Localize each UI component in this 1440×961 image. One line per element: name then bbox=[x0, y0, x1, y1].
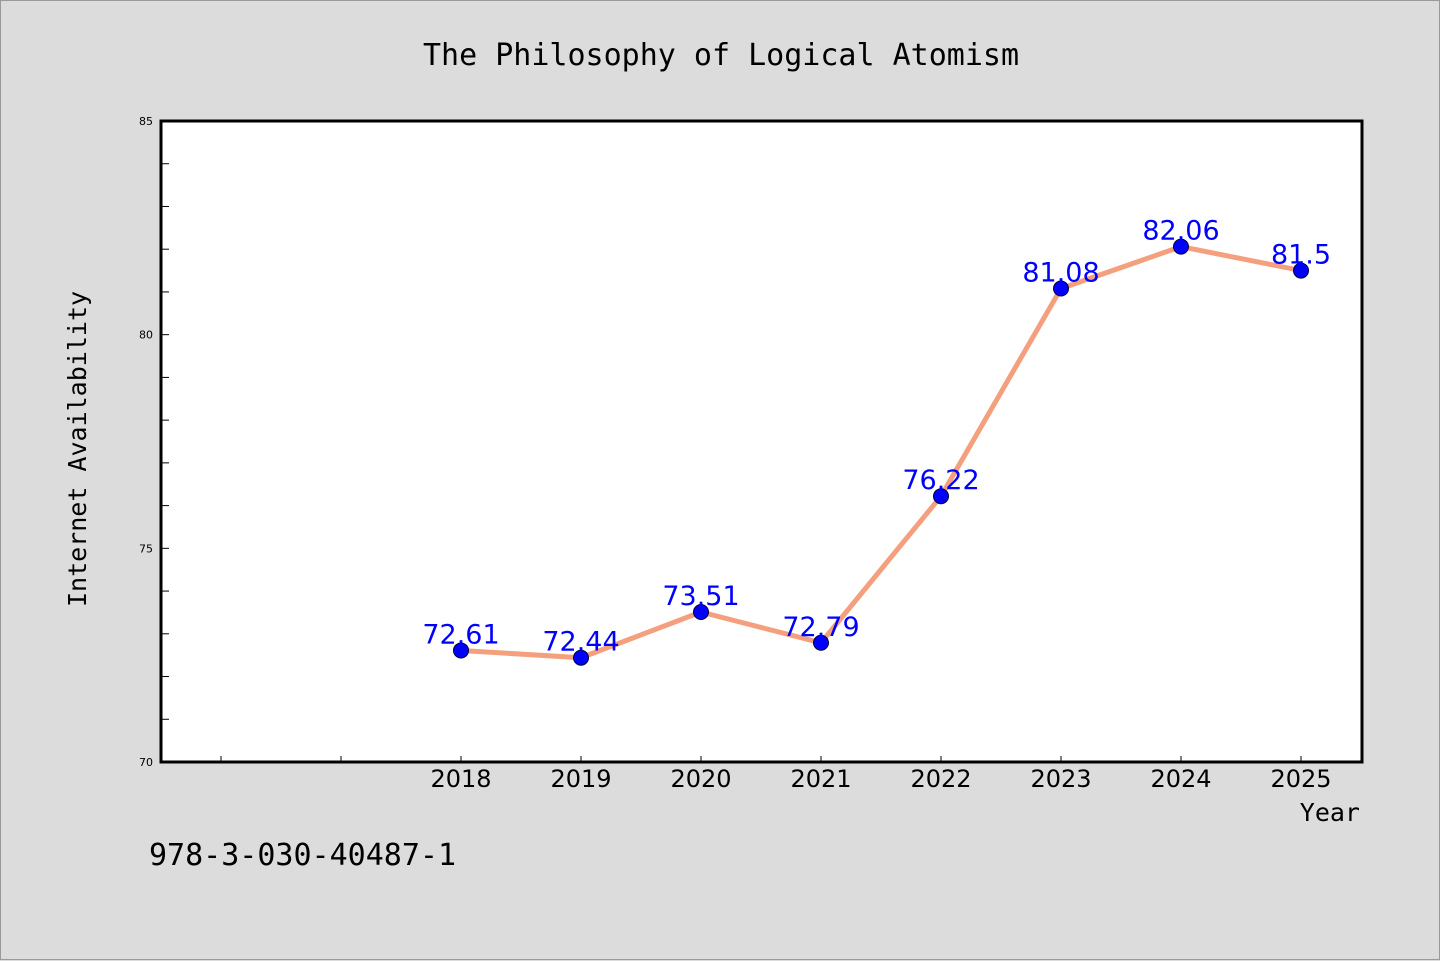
data-labels-group: 72.61 72.44 73.51 72.79 76.22 81.08 82.06 81.5 bbox=[422, 216, 1331, 658]
data-point bbox=[453, 642, 469, 659]
data-label: 72.61 bbox=[422, 619, 499, 650]
data-label: 72.44 bbox=[542, 627, 619, 658]
chart-title: The Philosophy of Logical Atomism bbox=[423, 38, 1019, 73]
y-axis-label: Internet Availability bbox=[63, 291, 92, 607]
data-point bbox=[1293, 262, 1309, 279]
x-tick-label: 2019 bbox=[550, 765, 611, 793]
data-point bbox=[573, 649, 589, 666]
data-point bbox=[1173, 238, 1189, 255]
x-tick-label: 2023 bbox=[1030, 765, 1091, 793]
x-tick-label: 2018 bbox=[430, 765, 491, 793]
plot-area bbox=[161, 121, 1362, 762]
isbn-code: 978-3-030-40487-1 bbox=[149, 838, 456, 873]
y-tick-label: 80 bbox=[139, 329, 153, 342]
data-label: 76.22 bbox=[902, 465, 979, 496]
y-tick-label: 70 bbox=[139, 756, 153, 769]
data-point bbox=[693, 604, 709, 621]
x-tick-label: 2021 bbox=[790, 765, 851, 793]
x-axis-label: Year bbox=[1300, 798, 1360, 827]
data-label: 82.06 bbox=[1142, 216, 1219, 247]
series-line bbox=[460, 244, 1302, 661]
data-label: 73.51 bbox=[662, 581, 739, 612]
axes: 2018 2019 2020 2021 2022 2023 2024 2025 70 75 80 85 bbox=[139, 115, 1332, 793]
x-tick-label: 2024 bbox=[1150, 765, 1211, 793]
series-line-group bbox=[460, 244, 1302, 661]
data-label: 72.79 bbox=[782, 612, 859, 643]
data-point bbox=[1053, 280, 1069, 297]
x-tick-label: 2022 bbox=[910, 765, 971, 793]
x-tick-label: 2025 bbox=[1270, 765, 1331, 793]
x-tick-label: 2020 bbox=[670, 765, 731, 793]
data-point bbox=[813, 634, 829, 651]
plot-border bbox=[159, 119, 1364, 764]
y-tick-label: 75 bbox=[139, 542, 153, 555]
data-point bbox=[933, 488, 949, 505]
data-label: 81.5 bbox=[1271, 240, 1331, 271]
y-tick-label: 85 bbox=[139, 115, 153, 128]
markers-group bbox=[453, 238, 1309, 666]
data-label: 81.08 bbox=[1022, 258, 1099, 289]
